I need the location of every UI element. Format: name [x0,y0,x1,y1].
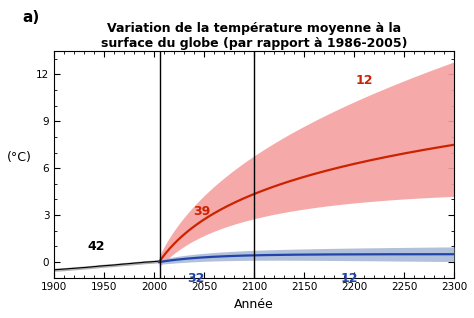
Text: 39: 39 [193,205,211,218]
Text: 12: 12 [355,74,373,87]
Y-axis label: (°C): (°C) [7,151,32,164]
X-axis label: Année: Année [234,298,274,311]
Text: 42: 42 [87,240,105,253]
Title: Variation de la température moyenne à la
surface du globe (par rapport à 1986-20: Variation de la température moyenne à la… [101,22,407,50]
Text: a): a) [22,10,39,25]
Text: 12: 12 [340,272,358,285]
Text: 32: 32 [187,272,205,285]
